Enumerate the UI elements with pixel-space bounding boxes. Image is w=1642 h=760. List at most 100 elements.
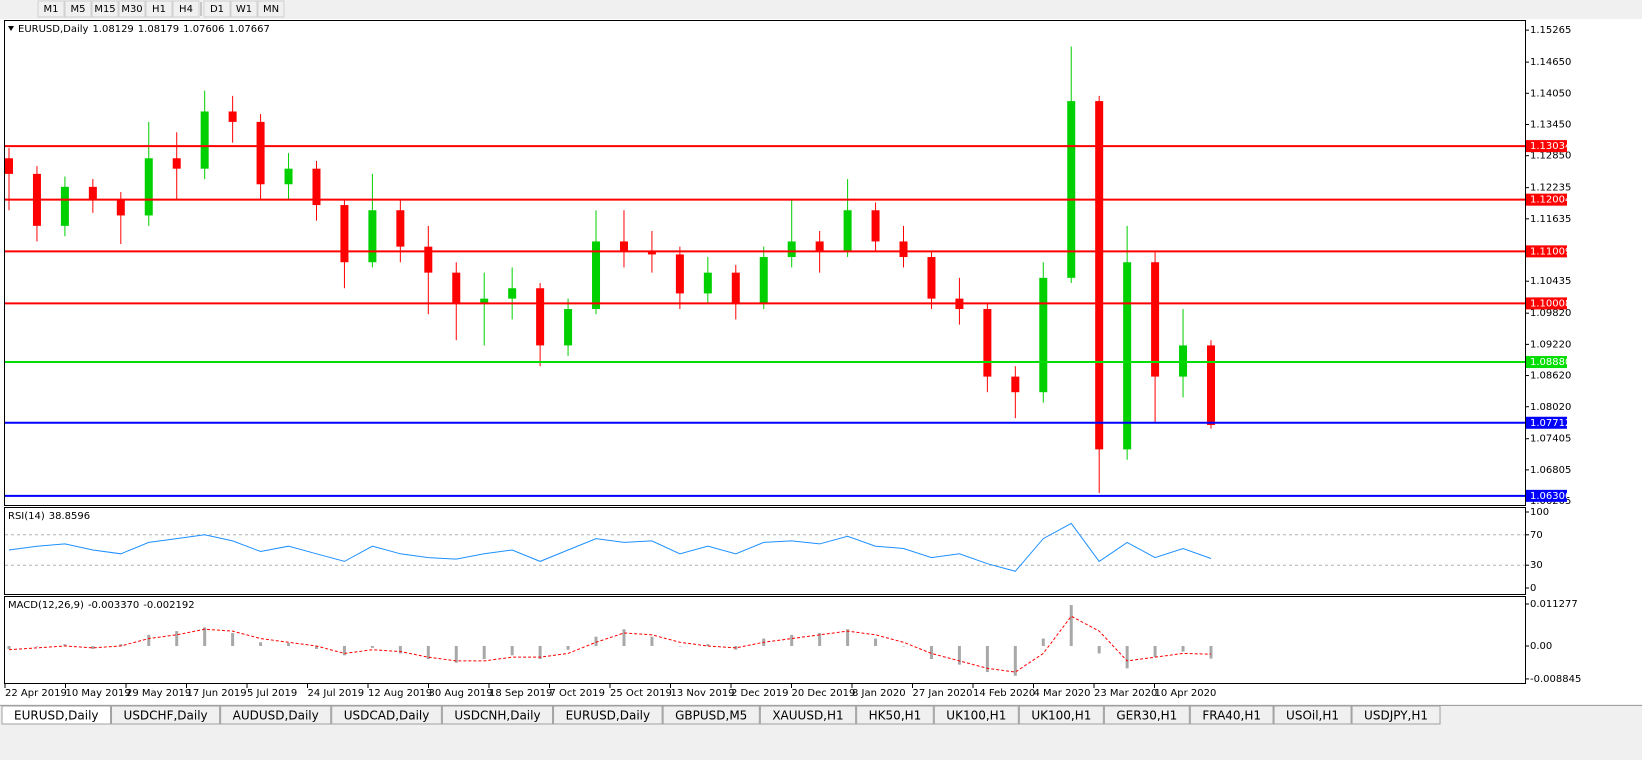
timeframe-label[interactable]: M30 (121, 4, 142, 15)
tab-label[interactable]: UK100,H1 (1031, 709, 1091, 723)
y-tick-label: 1.11635 (1530, 214, 1571, 225)
tab-label[interactable]: HK50,H1 (869, 709, 922, 723)
tab[interactable]: GER30,H1 (1103, 705, 1190, 725)
level-tag (1526, 245, 1567, 258)
tab-box[interactable] (856, 705, 934, 725)
timeframe-button[interactable] (172, 0, 200, 18)
tab-box[interactable] (662, 705, 760, 725)
x-tick-label: 12 Aug 2019 (368, 688, 432, 699)
y-tick-label: 1.08620 (1530, 371, 1571, 382)
macd-bar (594, 636, 598, 646)
timeframe-label[interactable]: MN (263, 4, 279, 15)
tab-box[interactable] (1, 705, 112, 725)
timeframe-label[interactable]: M5 (71, 4, 86, 15)
timeframe-button[interactable] (203, 0, 231, 18)
tab-box[interactable] (759, 705, 857, 725)
tab[interactable]: UK100,H1 (1018, 705, 1104, 725)
macd-bar (818, 632, 822, 646)
level-label: 1.08880 (1530, 357, 1571, 368)
tab-box[interactable] (933, 705, 1019, 725)
timeframe-button[interactable] (145, 0, 173, 18)
candle-body (983, 309, 992, 377)
tab-box[interactable] (331, 705, 442, 725)
x-tick-label: 20 Dec 2019 (792, 688, 856, 699)
tab-box[interactable] (553, 705, 663, 725)
timeframe-button[interactable] (118, 0, 146, 18)
tab-box[interactable] (1189, 705, 1274, 725)
macd-bar (91, 645, 95, 649)
tab[interactable]: USOil,H1 (1273, 705, 1352, 725)
tab-box[interactable] (111, 705, 221, 725)
candle-body (1095, 101, 1104, 450)
timeframe-label[interactable]: H1 (152, 4, 166, 15)
tab[interactable]: USDJPY,H1 (1351, 705, 1441, 725)
candle-body (703, 272, 712, 294)
candle-body (1179, 345, 1188, 377)
tab[interactable]: USDCAD,Daily (331, 705, 442, 725)
macd-bar (482, 645, 486, 660)
macd-bar (7, 645, 11, 649)
y-tick-label: 1.09220 (1530, 339, 1571, 350)
macd-bar (1125, 645, 1129, 669)
candle-body (312, 168, 321, 206)
macd-bar (622, 629, 626, 646)
level-label: 1.10008 (1530, 298, 1571, 309)
tab-label[interactable]: USDCAD,Daily (344, 709, 430, 723)
tab-label[interactable]: USDJPY,H1 (1364, 709, 1428, 723)
tab-box[interactable] (1018, 705, 1104, 725)
timeframe-label[interactable]: W1 (236, 4, 252, 15)
candle-body (60, 186, 69, 226)
tab-box[interactable] (1351, 705, 1441, 725)
tab-label[interactable]: USOil,H1 (1286, 709, 1339, 723)
tab-box[interactable] (1103, 705, 1190, 725)
timeframe-button[interactable] (257, 0, 285, 18)
timeframe-button[interactable] (37, 0, 65, 18)
macd-title: MACD(12,26,9) -0.003370 -0.002192 (8, 600, 195, 611)
tab-label[interactable]: XAUUSD,H1 (772, 709, 843, 723)
tab[interactable]: GBPUSD,M5 (662, 705, 760, 725)
timeframe-button[interactable] (91, 0, 119, 18)
tab[interactable]: AUDUSD,Daily (220, 705, 332, 725)
tab-box[interactable] (220, 705, 332, 725)
tab[interactable]: EURUSD,Daily (1, 705, 112, 725)
tab[interactable]: USDCNH,Daily (441, 705, 554, 725)
tab[interactable]: HK50,H1 (856, 705, 934, 725)
macd-bar (147, 634, 151, 646)
tab-label[interactable]: GER30,H1 (1116, 709, 1177, 723)
tab-box[interactable] (1273, 705, 1352, 725)
tab-box[interactable] (441, 705, 554, 725)
timeframe-button[interactable] (230, 0, 258, 18)
tab-label[interactable]: EURUSD,Daily (14, 709, 99, 723)
candle-body (843, 210, 852, 252)
tab[interactable]: XAUUSD,H1 (759, 705, 857, 725)
timeframe-label[interactable]: H4 (179, 4, 193, 15)
candle-body (396, 210, 405, 247)
timeframe-label[interactable]: M15 (94, 4, 115, 15)
candle-body (508, 288, 517, 299)
tab-label[interactable]: EURUSD,Daily (566, 709, 651, 723)
timeframe-label[interactable]: D1 (210, 4, 224, 15)
tab-label[interactable]: UK100,H1 (946, 709, 1006, 723)
macd-bar (35, 645, 39, 647)
tab-label[interactable]: USDCNH,Daily (454, 709, 540, 723)
tab[interactable]: EURUSD,Daily (553, 705, 663, 725)
tab-label[interactable]: USDCHF,Daily (124, 709, 208, 723)
candle-body (1207, 345, 1215, 425)
candle-body (619, 241, 628, 252)
tab-label[interactable]: AUDUSD,Daily (233, 709, 319, 723)
macd-bar (454, 645, 458, 663)
rsi-title: RSI(14) 38.8596 (8, 511, 90, 522)
timeframe-button[interactable] (64, 0, 92, 18)
candle-body (1039, 277, 1048, 393)
tab-label[interactable]: FRA40,H1 (1202, 709, 1261, 723)
candle-body (452, 272, 461, 304)
tab[interactable]: FRA40,H1 (1189, 705, 1274, 725)
macd-bar (231, 632, 235, 646)
tab[interactable]: USDCHF,Daily (111, 705, 221, 725)
y-tick-label: 0 (1530, 583, 1536, 594)
timeframe-label[interactable]: M1 (44, 4, 59, 15)
tab[interactable]: UK100,H1 (933, 705, 1019, 725)
tab-label[interactable]: GBPUSD,M5 (675, 709, 747, 723)
macd-bar (510, 645, 514, 656)
candle-body (144, 158, 153, 216)
